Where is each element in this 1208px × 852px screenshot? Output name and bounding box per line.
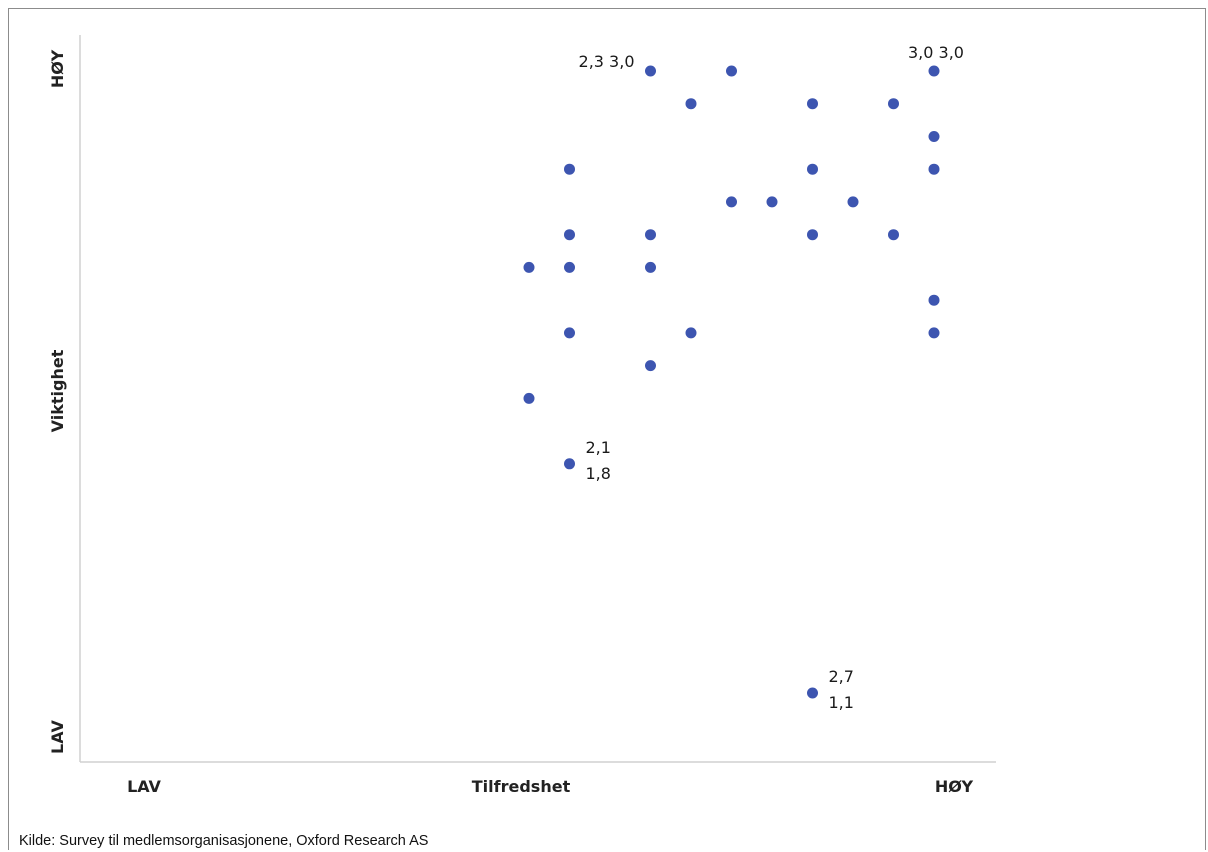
y-high-label: HØY [48,49,67,88]
data-point [726,65,737,77]
data-point [523,261,535,273]
data-point [685,98,697,110]
y-low-label: LAV [48,719,67,753]
data-point [888,229,899,241]
data-point [564,327,575,339]
data-point [888,98,899,110]
data-point [928,294,940,306]
data-point [564,261,575,273]
x-low-label: LAV [127,777,161,796]
data-label: 1,1 [829,693,854,712]
data-label: 2,1 [586,438,611,457]
data-point [523,392,535,404]
data-point [807,163,818,175]
data-point [928,65,940,77]
data-point [645,229,656,241]
data-label: 2,7 [829,667,854,686]
data-point [928,163,940,175]
scatter-plot: HØY Viktighet LAV LAV Tilfredshet HØY 2,… [48,35,996,796]
data-point [564,458,575,470]
data-point [928,131,940,142]
data-label: 2,3 3,0 [579,52,635,71]
chart-frame: HØY Viktighet LAV LAV Tilfredshet HØY 2,… [8,8,1206,850]
data-point [645,360,656,372]
x-high-label: HØY [935,777,974,796]
data-point [807,229,818,241]
data-label: 3,0 3,0 [908,43,964,62]
source-note: Kilde: Survey til medlemsorganisasjonene… [19,833,429,849]
axes [79,35,996,763]
x-axis-label: Tilfredshet [472,777,571,796]
data-point [726,196,737,208]
data-point [645,65,656,77]
data-label: 1,8 [586,464,611,483]
data-point [564,163,575,175]
data-point [685,327,697,339]
data-point [807,98,818,110]
data-point [564,229,575,241]
data-point [766,196,778,208]
data-points [523,65,940,699]
data-point [928,327,940,339]
data-point [645,261,656,273]
data-point [847,196,859,208]
data-labels: 2,3 3,0 3,0 3,0 2,1 1,8 2,7 1,1 [579,43,964,712]
data-point [807,687,818,699]
y-axis-label: Viktighet [48,349,67,432]
